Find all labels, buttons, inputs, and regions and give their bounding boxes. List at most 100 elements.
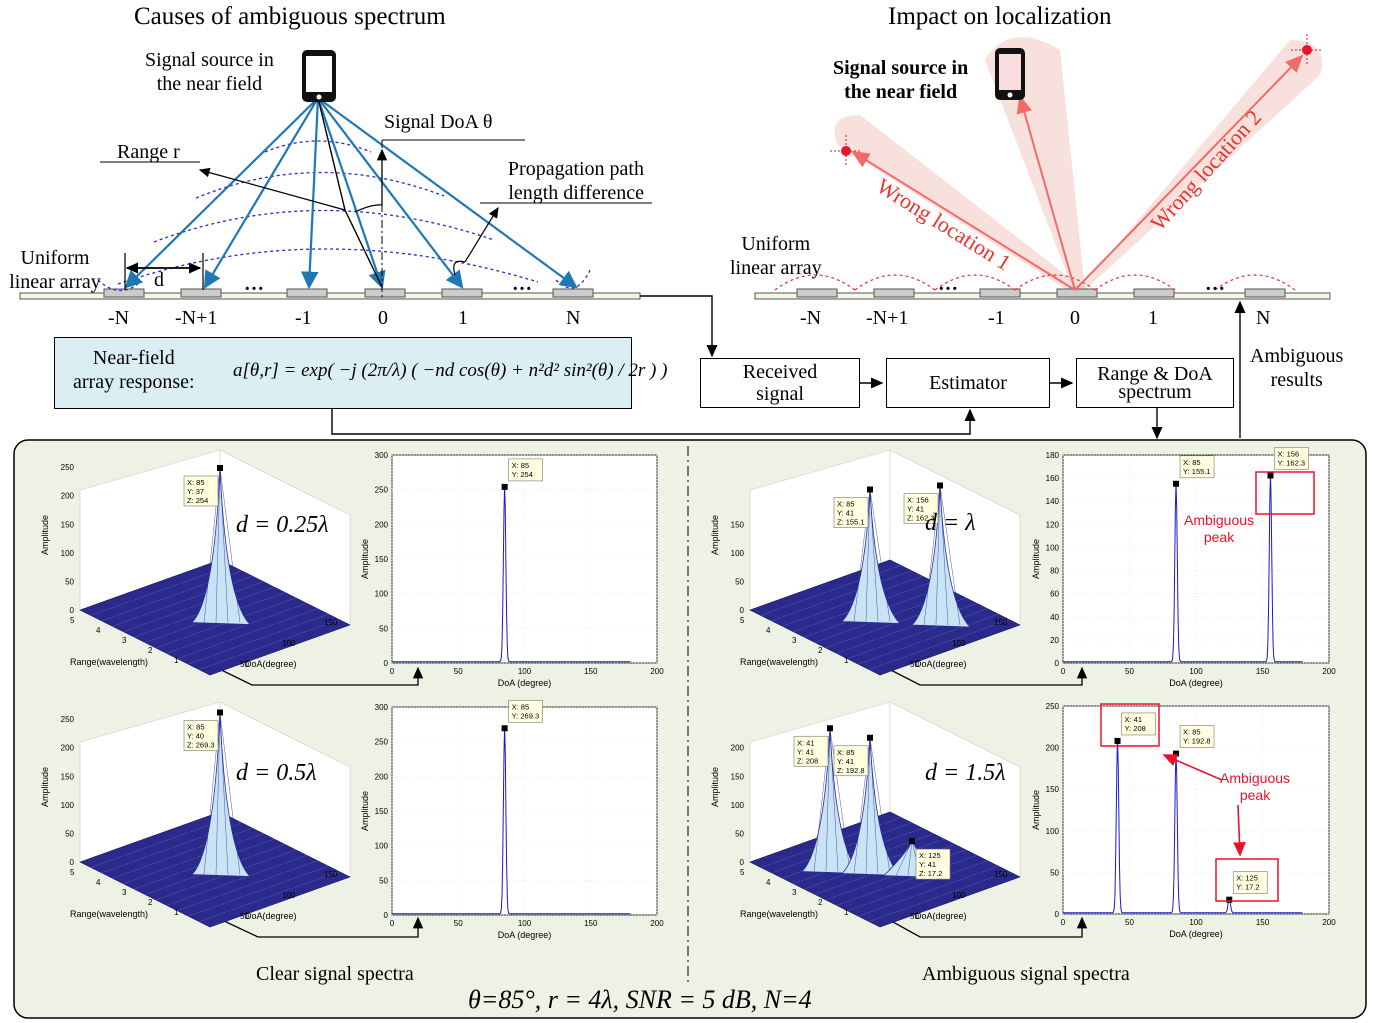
path-label-line: length difference bbox=[508, 182, 644, 204]
range-tick-label: 5 bbox=[740, 616, 745, 625]
ellipsis: … bbox=[1205, 273, 1225, 295]
surface-mesh bbox=[907, 841, 913, 876]
data-tip bbox=[183, 475, 219, 507]
z-tick-label: 50 bbox=[735, 577, 744, 586]
z-tick-label: 200 bbox=[61, 744, 75, 753]
data-tip-text: Z: 17.2 bbox=[919, 869, 942, 878]
data-tip-text: Z: 162.3 bbox=[907, 514, 935, 523]
data-tip bbox=[1179, 455, 1215, 479]
data-tip-text: Y: 269.3 bbox=[512, 711, 540, 720]
surface-mesh bbox=[858, 613, 999, 665]
y-tick-label: 100 bbox=[375, 842, 389, 851]
y-tick-label: 0 bbox=[1055, 910, 1060, 919]
d-label: d bbox=[154, 269, 164, 291]
ambiguous-peak-line: peak bbox=[1239, 787, 1271, 803]
x-tick-label: 0 bbox=[1061, 918, 1066, 927]
y-tick-label: 40 bbox=[1050, 613, 1059, 622]
beam-center bbox=[985, 37, 1085, 296]
range-axis-label: Range(wavelength) bbox=[70, 657, 148, 667]
data-tip-text: Z: 254 bbox=[187, 496, 208, 505]
left-title: Causes of ambiguous spectrum bbox=[134, 3, 446, 30]
array-label-right: Uniform linear array bbox=[730, 232, 822, 280]
data-tip bbox=[833, 745, 869, 777]
ambiguous-peak-line: Ambiguous bbox=[1220, 770, 1291, 786]
data-tip bbox=[1274, 447, 1309, 470]
index-label: -N bbox=[800, 307, 822, 329]
d-value-label: d = 0.5λ bbox=[236, 760, 317, 786]
doa-tick-label: 150 bbox=[324, 618, 338, 627]
x-tick-label: 100 bbox=[518, 667, 532, 676]
y-tick-label: 50 bbox=[1050, 868, 1059, 877]
data-tip-text: Y: 41 bbox=[797, 747, 814, 756]
path-label-line: Propagation path bbox=[507, 158, 644, 180]
data-tip-text: X: 125 bbox=[919, 851, 941, 860]
data-tip-text: Y: 155.1 bbox=[1183, 467, 1211, 476]
parameter-caption: θ=85°, r = 4λ, SNR = 5 dB, N=4 bbox=[468, 985, 812, 1014]
range-tick-label: 1 bbox=[174, 908, 179, 917]
x-tick-label: 100 bbox=[518, 919, 532, 928]
doa-tick-label: 150 bbox=[994, 870, 1008, 879]
formula-expression: a[θ,r] = exp( −j (2π/λ) ( −nd cos(θ) + n… bbox=[233, 360, 668, 381]
antenna-element bbox=[103, 288, 145, 298]
doa-axis-label: DoA(degree) bbox=[915, 659, 967, 669]
surface-mesh bbox=[219, 712, 229, 875]
spectrum-box-line: Range & DoA bbox=[1097, 363, 1213, 385]
index-label: -1 bbox=[988, 307, 1005, 329]
index-label: 1 bbox=[458, 307, 468, 329]
x-tick-label: 200 bbox=[1322, 667, 1336, 676]
range-tick-label: 3 bbox=[792, 888, 797, 897]
range-tick-label: 5 bbox=[740, 868, 745, 877]
results-panel bbox=[13, 439, 1367, 1019]
data-tip-text: Y: 41 bbox=[837, 509, 854, 518]
antenna-element bbox=[286, 288, 328, 298]
y-axis-label: Amplitude bbox=[1031, 790, 1041, 830]
phone-icon bbox=[302, 50, 336, 102]
data-tip-text: X: 156 bbox=[907, 496, 929, 505]
data-tip-text: Z: 155.1 bbox=[837, 518, 865, 527]
y-tick-label: 50 bbox=[379, 624, 388, 633]
formula-prefix-line: array response: bbox=[73, 371, 195, 393]
peak-marker bbox=[1173, 750, 1180, 757]
z-tick-label: 150 bbox=[731, 772, 745, 781]
wavefront-arcs-red bbox=[774, 274, 1296, 291]
x-tick-label: 150 bbox=[584, 919, 598, 928]
spectrum-chart-1: 0 50 100 150 200 0 20 40 60 80 100 120 140 160 180 DoA … bbox=[1031, 447, 1336, 688]
x-tick-label: 50 bbox=[454, 667, 463, 676]
surface-mesh bbox=[869, 871, 1010, 922]
range-axis-label: Range(wavelength) bbox=[740, 909, 818, 919]
plot-connectors bbox=[204, 661, 1088, 938]
ambiguous-results-line: Ambiguous bbox=[1250, 345, 1344, 367]
data-tip bbox=[915, 848, 951, 880]
x-tick-label: 200 bbox=[1322, 918, 1336, 927]
ambiguity-highlights bbox=[1100, 471, 1315, 902]
x-axis-label: DoA (degree) bbox=[498, 930, 552, 940]
z-tick-label: 100 bbox=[61, 801, 75, 810]
doa-tick-label: 50 bbox=[240, 660, 249, 669]
data-tip-text: X: 156 bbox=[1277, 449, 1299, 458]
x-tick-label: 50 bbox=[1125, 667, 1134, 676]
data-tip-text: Y: 40 bbox=[187, 732, 204, 741]
x-tick-label: 150 bbox=[584, 667, 598, 676]
formula-box: Near-field array response: a[θ,r] = exp(… bbox=[54, 337, 667, 409]
surface-mesh bbox=[219, 467, 229, 623]
x-tick-label: 0 bbox=[390, 919, 395, 928]
received-signal-box: Received signal bbox=[700, 358, 860, 408]
z-tick-label: 50 bbox=[65, 577, 74, 586]
peak-marker bbox=[501, 725, 508, 732]
x-tick-label: 150 bbox=[1256, 667, 1270, 676]
peak-marker bbox=[217, 465, 223, 471]
range-tick-label: 2 bbox=[148, 646, 153, 655]
data-tip-text: X: 85 bbox=[837, 500, 855, 509]
y-tick-label: 100 bbox=[375, 590, 389, 599]
y-tick-label: 0 bbox=[384, 659, 389, 668]
ellipsis: … bbox=[512, 273, 532, 295]
z-tick-label: 50 bbox=[65, 829, 74, 838]
spectrum-box-line: spectrum bbox=[1118, 381, 1192, 403]
surface-mesh bbox=[869, 619, 1010, 670]
surface-mesh bbox=[177, 860, 318, 911]
source-label-line: Signal source in bbox=[833, 57, 969, 79]
surface-mesh bbox=[782, 576, 923, 627]
spectrum-chart-0.25: 0 50 100 150 200 0 50 100 150 200 250 300 DoA (degre… bbox=[360, 451, 664, 688]
